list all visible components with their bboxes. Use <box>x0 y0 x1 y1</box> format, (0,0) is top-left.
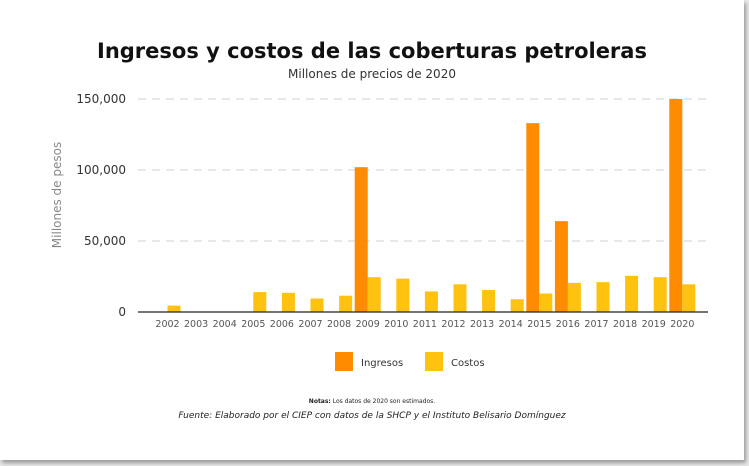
legend: Ingresos Costos <box>335 352 485 371</box>
y-tick-label: 150,000 <box>76 92 126 106</box>
grid-lines <box>138 98 708 242</box>
bar-costos-2009 <box>367 277 381 312</box>
x-tick-label: 2019 <box>642 319 666 330</box>
notes: Notas: Los datos de 2020 son estimados. <box>309 398 435 405</box>
bar-ingresos-2009 <box>354 167 368 312</box>
bar-costos-2020 <box>682 284 696 312</box>
y-tick-label: 100,000 <box>76 163 126 177</box>
x-tick-label: 2004 <box>213 319 237 330</box>
x-tick-label: 2005 <box>241 319 265 330</box>
x-tick-label: 2018 <box>613 319 637 330</box>
y-tick-label: 0 <box>118 305 126 319</box>
bar-costos-2013 <box>482 289 496 312</box>
source-note: Fuente: Elaborado por el CIEP con datos … <box>178 411 566 421</box>
x-tick-label: 2003 <box>184 319 208 330</box>
legend-swatch-costos <box>425 352 443 371</box>
bar-costos-2017 <box>596 282 610 312</box>
notes-label: Notas: <box>309 398 331 405</box>
x-tick-label: 2006 <box>270 319 294 330</box>
bar-costos-2015 <box>539 293 553 312</box>
bar-costos-2007 <box>310 298 324 312</box>
bar-costos-2014 <box>510 299 524 312</box>
x-tick-labels: 2002 2003 2004 2005 2006 2007 2008 2009 2010 2011… <box>155 319 694 330</box>
bar-costos-2019 <box>653 277 667 312</box>
x-tick-label: 2010 <box>384 319 408 330</box>
x-tick-label: 2008 <box>327 319 351 330</box>
x-tick-label: 2014 <box>499 319 523 330</box>
x-tick-label: 2013 <box>470 319 494 330</box>
bar-costos-2011 <box>424 291 438 312</box>
bar-ingresos-2016 <box>554 221 568 312</box>
bar-costos-2002 <box>167 305 181 312</box>
x-tick-label: 2015 <box>527 319 551 330</box>
bar-costos-2012 <box>453 284 467 312</box>
x-tick-label: 2012 <box>441 319 465 330</box>
y-axis-label: Millones de pesos <box>50 142 64 248</box>
bar-ingresos-2015 <box>526 123 540 312</box>
legend-swatch-ingresos <box>335 352 353 371</box>
x-tick-label: 2016 <box>556 319 580 330</box>
notes-text: Los datos de 2020 son estimados. <box>331 398 435 405</box>
bar-costos-2010 <box>396 278 410 312</box>
legend-label-costos: Costos <box>451 358 485 369</box>
x-tick-label: 2002 <box>155 319 179 330</box>
y-tick-label: 50,000 <box>84 234 126 248</box>
bar-costos-2006 <box>281 292 295 312</box>
bar-costos-2016 <box>567 282 581 312</box>
x-tick-label: 2007 <box>298 319 322 330</box>
x-tick-label: 2017 <box>584 319 608 330</box>
chart-title: Ingresos y costos de las coberturas petr… <box>97 39 647 63</box>
bar-costos-2005 <box>253 292 267 312</box>
legend-label-ingresos: Ingresos <box>361 358 403 369</box>
x-tick-label: 2020 <box>670 319 694 330</box>
bar-costos-2018 <box>625 275 639 312</box>
bar-ingresos-2020 <box>669 99 683 312</box>
x-tick-label: 2009 <box>356 319 380 330</box>
y-tick-labels: 0 50,000 100,000 150,000 <box>76 92 126 319</box>
x-tick-label: 2011 <box>413 319 437 330</box>
chart-subtitle: Millones de precios de 2020 <box>288 67 456 81</box>
bar-costos-2008 <box>339 295 353 312</box>
bars <box>167 99 696 312</box>
